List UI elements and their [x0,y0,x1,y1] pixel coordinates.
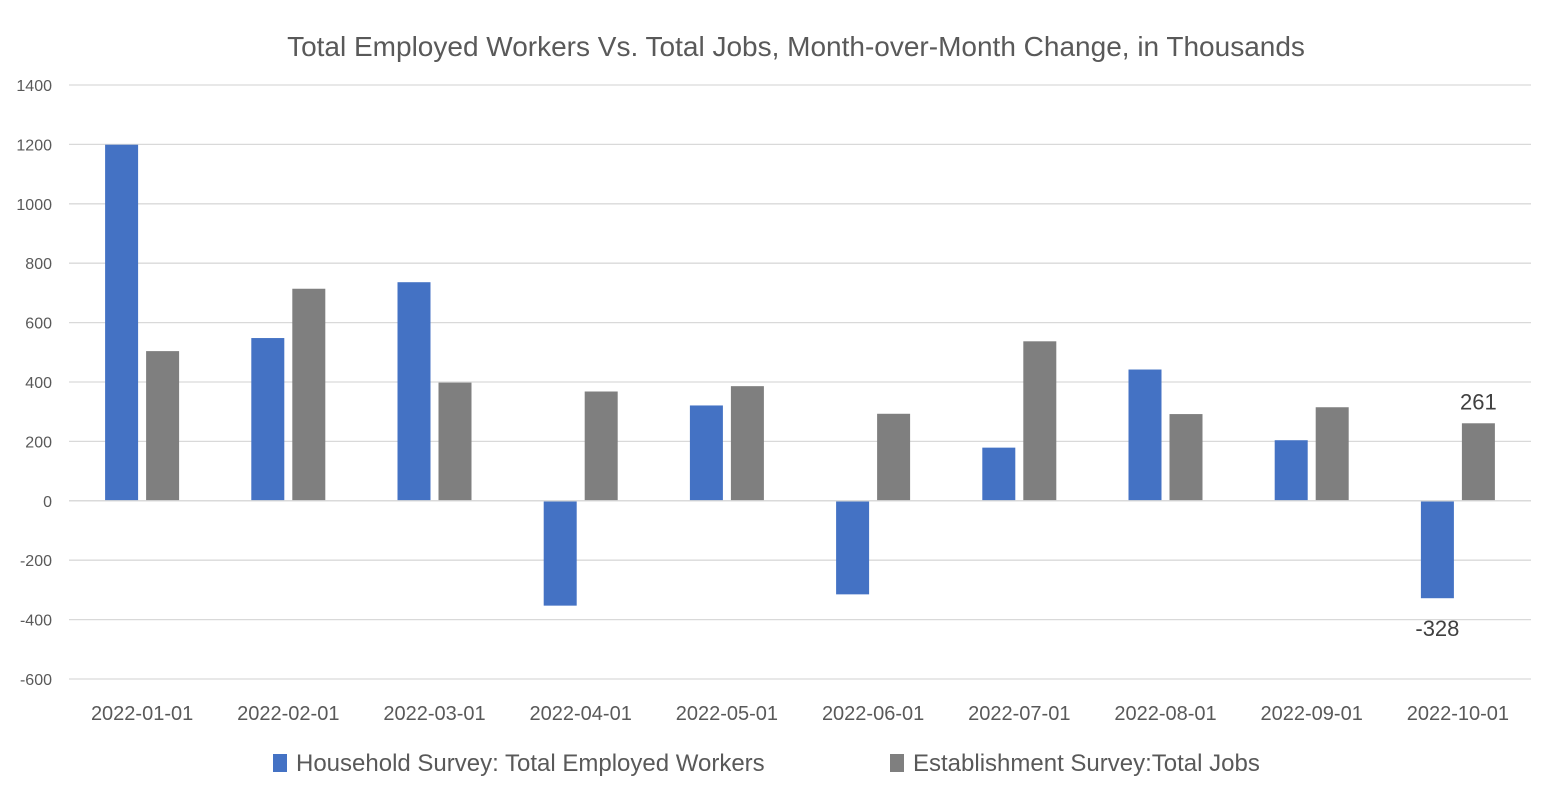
bar-establishment-2022-07-01 [1023,341,1057,501]
x-tick-label: 2022-03-01 [383,703,485,725]
y-tick-label: -400 [20,613,52,630]
bar-establishment-2022-03-01 [438,382,472,501]
chart-title: Total Employed Workers Vs. Total Jobs, M… [287,31,1305,62]
legend: Household Survey: Total Employed Workers… [273,750,1260,777]
gridlines [69,84,1531,680]
x-tick-label: 2022-10-01 [1407,703,1509,725]
bar-household-2022-03-01 [397,282,431,501]
bar-establishment-2022-04-01 [584,391,618,501]
y-tick-label: 1000 [16,197,52,214]
bar-establishment-2022-10-01 [1461,423,1495,501]
bar-household-2022-01-01 [105,144,139,501]
bars [69,144,1531,606]
bar-establishment-2022-05-01 [730,386,764,501]
y-tick-label: 0 [43,494,52,511]
bar-household-2022-06-01 [836,500,870,595]
y-tick-label: 200 [25,434,52,451]
legend-swatch-establishment [890,754,904,772]
y-tick-label: 1200 [16,137,52,154]
bar-household-2022-08-01 [1128,369,1162,501]
legend-label-establishment: Establishment Survey:Total Jobs [913,750,1260,777]
y-tick-label: 800 [25,256,52,273]
x-axis-tick-labels: 2022-01-01 2022-02-01 2022-03-01 2022-04-01… [91,703,1509,725]
bar-household-2022-05-01 [689,405,723,501]
bar-household-2022-04-01 [543,500,577,606]
bar-establishment-2022-02-01 [292,288,326,501]
data-label: 261 [1460,389,1497,414]
y-tick-label: -600 [20,672,52,689]
y-tick-label: 400 [25,375,52,392]
legend-swatch-household [273,754,287,772]
x-tick-label: 2022-08-01 [1114,703,1216,725]
x-tick-label: 2022-05-01 [676,703,778,725]
y-tick-label: 1400 [16,78,52,95]
x-tick-label: 2022-04-01 [530,703,632,725]
x-tick-label: 2022-01-01 [91,703,193,725]
bar-household-2022-10-01 [1420,500,1454,599]
x-tick-label: 2022-06-01 [822,703,924,725]
bar-establishment-2022-01-01 [146,351,180,501]
x-tick-label: 2022-09-01 [1261,703,1363,725]
y-axis-tick-labels: 1400 1200 1000 800 600 400 200 0 -200 -400 -600 [16,78,52,689]
bar-establishment-2022-06-01 [877,413,911,501]
bar-establishment-2022-09-01 [1315,407,1349,501]
data-label: -328 [1415,616,1459,641]
data-labels: -328 261 [1415,389,1496,641]
y-tick-label: 600 [25,316,52,333]
bar-establishment-2022-08-01 [1169,414,1203,501]
x-tick-label: 2022-02-01 [237,703,339,725]
bar-household-2022-02-01 [251,338,285,501]
bar-household-2022-09-01 [1274,440,1308,501]
x-tick-label: 2022-07-01 [968,703,1070,725]
bar-household-2022-07-01 [982,447,1016,501]
legend-label-household: Household Survey: Total Employed Workers [296,750,765,777]
y-tick-label: -200 [20,553,52,570]
